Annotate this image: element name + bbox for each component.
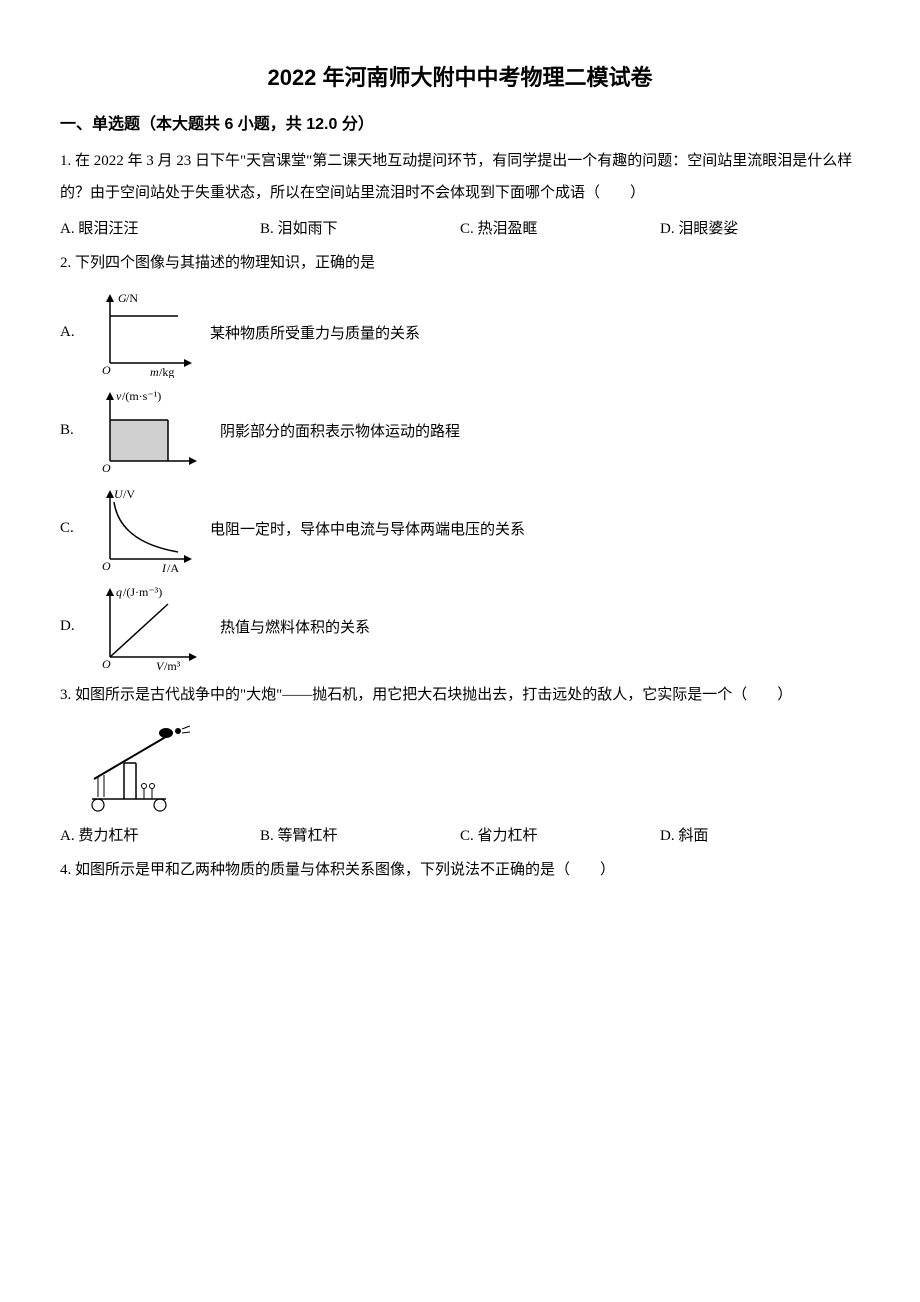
q3-opt-c: C. 省力杠杆 (460, 824, 660, 845)
svg-text:/m³: /m³ (164, 659, 181, 672)
q2a-letter: A. (60, 324, 88, 341)
q1-opt-a: A. 眼泪汪汪 (60, 217, 260, 238)
q1-opt-c: C. 热泪盈眶 (460, 217, 660, 238)
question-1-text: 1. 在 2022 年 3 月 23 日下午"天宫课堂"第二课天地互动提问环节，… (60, 146, 860, 209)
q3-opt-b: B. 等臂杠杆 (260, 824, 460, 845)
q1-opt-d: D. 泪眼婆娑 (660, 217, 860, 238)
q3-opt-d: D. 斜面 (660, 824, 860, 845)
q3-opt-a: A. 费力杠杆 (60, 824, 260, 845)
svg-text:/(J·m⁻³): /(J·m⁻³) (123, 585, 162, 599)
svg-text:/A: /A (167, 561, 179, 574)
question-2-text: 2. 下列四个图像与其描述的物理知识，正确的是 (60, 248, 860, 280)
q1-opt-b: B. 泪如雨下 (260, 217, 460, 238)
question-3-text: 3. 如图所示是古代战争中的"大炮"——抛石机，用它把大石块抛出去，打击远处的敌… (60, 680, 860, 712)
page-title: 2022 年河南师大附中中考物理二模试卷 (60, 60, 860, 92)
q2b-graph: v /(m·s⁻¹) O (88, 386, 208, 476)
question-3-options: A. 费力杠杆 B. 等臂杠杆 C. 省力杠杆 D. 斜面 (60, 824, 860, 845)
q2b-letter: B. (60, 422, 88, 439)
svg-text:O: O (102, 657, 111, 671)
q2-option-d: D. q /(J·m⁻³) O V /m³ 热值与燃料体积的关系 (60, 582, 860, 672)
catapult-figure (74, 719, 860, 814)
question-1-options: A. 眼泪汪汪 B. 泪如雨下 C. 热泪盈眶 D. 泪眼婆娑 (60, 217, 860, 238)
section-header: 一、单选题（本大题共 6 小题，共 12.0 分） (60, 110, 860, 134)
q2d-letter: D. (60, 618, 88, 635)
svg-text:/N: /N (126, 291, 138, 305)
svg-text:O: O (102, 363, 111, 377)
q2-option-b: B. v /(m·s⁻¹) O 阴影部分的面积表示物体运动的路程 (60, 386, 860, 476)
q2b-desc: 阴影部分的面积表示物体运动的路程 (220, 420, 460, 441)
svg-text:/(m·s⁻¹): /(m·s⁻¹) (122, 389, 161, 403)
svg-text:/kg: /kg (159, 365, 174, 378)
q2a-desc: 某种物质所受重力与质量的关系 (210, 322, 420, 343)
q2c-desc: 电阻一定时，导体中电流与导体两端电压的关系 (210, 518, 525, 539)
q2c-graph: U /V O I /A (88, 484, 198, 574)
q2-option-c: C. U /V O I /A 电阻一定时，导体中电流与导体两端电压的关系 (60, 484, 860, 574)
svg-text:O: O (102, 461, 111, 475)
q2-option-a: A. G /N O m /kg 某种物质所受重力与质量的关系 (60, 288, 860, 378)
svg-text:q: q (116, 585, 122, 599)
question-4-text: 4. 如图所示是甲和乙两种物质的质量与体积关系图像，下列说法不正确的是（ ） (60, 855, 860, 887)
q2d-desc: 热值与燃料体积的关系 (220, 616, 370, 637)
svg-text:O: O (102, 559, 111, 573)
q2d-graph: q /(J·m⁻³) O V /m³ (88, 582, 208, 672)
q2c-letter: C. (60, 520, 88, 537)
svg-text:m: m (150, 365, 159, 378)
svg-text:/V: /V (123, 487, 135, 501)
q2a-graph: G /N O m /kg (88, 288, 198, 378)
